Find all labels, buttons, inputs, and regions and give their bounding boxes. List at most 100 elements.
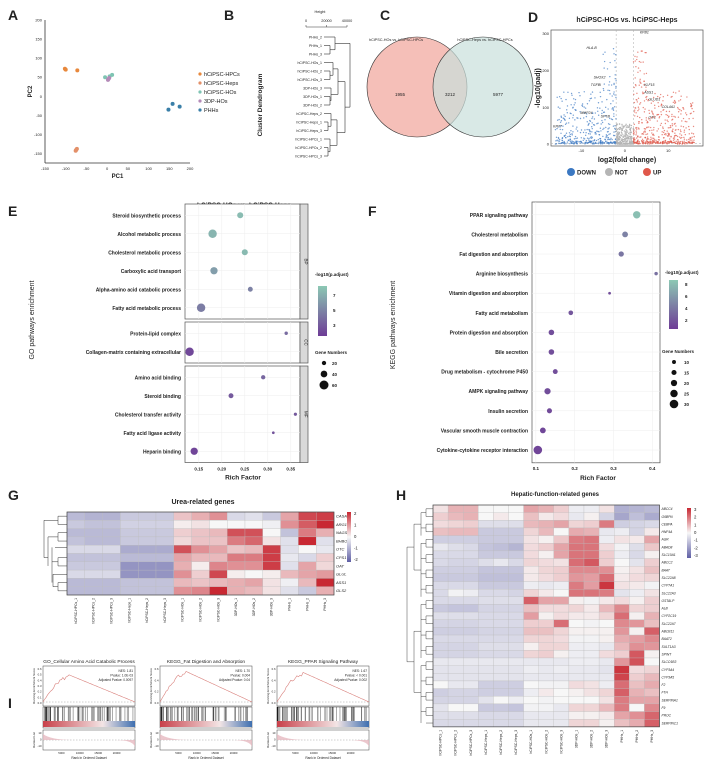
volcano-point	[561, 140, 564, 142]
volcano-point	[597, 122, 599, 124]
volcano-point	[653, 115, 655, 117]
size-legend-label: 60	[332, 383, 338, 388]
volcano-point	[674, 142, 677, 144]
y-tick-label: 0.4	[155, 678, 159, 682]
volcano-point	[665, 132, 667, 135]
y-tick-label: 0	[40, 738, 42, 742]
color-legend-tick: 2	[354, 511, 357, 516]
volcano-point	[653, 134, 655, 137]
volcano-point	[677, 116, 680, 118]
heatmap-cell	[629, 711, 645, 720]
heatmap-cell	[598, 619, 615, 628]
volcano-point	[601, 143, 604, 145]
color-legend-tick: 8	[685, 282, 688, 287]
volcano-point	[632, 61, 635, 63]
heatmap-cell	[598, 657, 615, 666]
heatmap-cell	[583, 665, 600, 674]
volcano-point	[691, 136, 693, 138]
volcano-point	[675, 140, 677, 142]
heatmap-cell	[280, 578, 299, 587]
volcano-point	[570, 112, 572, 115]
volcano-point	[689, 139, 691, 141]
heatmap-cell	[583, 596, 600, 605]
heatmap-cell	[644, 673, 660, 682]
heatmap-cell	[629, 604, 645, 613]
row-label: SLC22A8	[662, 576, 676, 580]
heatmap-cell	[262, 520, 281, 529]
term-label: Protein-lipid complex	[130, 331, 181, 337]
row-label: CASA	[336, 513, 347, 518]
volcano-point	[567, 91, 569, 93]
volcano-point	[614, 78, 616, 80]
heatmap-cell	[644, 596, 660, 605]
heatmap-cell	[84, 511, 103, 521]
panel-letter-I: I	[8, 695, 12, 711]
heatmap-cell	[432, 535, 449, 544]
heatmap-cell	[102, 536, 121, 546]
heatmap-cell	[463, 512, 479, 521]
volcano-point	[586, 121, 588, 123]
volcano-point	[651, 132, 653, 134]
x-tick-label: 0.3	[610, 466, 617, 471]
heatmap-cell	[568, 657, 585, 666]
heatmap-cell	[583, 611, 600, 620]
volcano-point	[613, 113, 615, 115]
y-tick-label: 200	[35, 18, 42, 23]
heatmap-cell	[244, 586, 263, 596]
heatmap-cell	[463, 611, 479, 620]
heatmap-cell	[447, 657, 464, 666]
volcano-point	[638, 60, 641, 63]
volcano-point	[641, 91, 644, 93]
running-score-line	[276, 671, 370, 703]
legend-label: DOWN	[577, 171, 596, 177]
heatmap-cell	[644, 680, 660, 689]
volcano-point	[590, 97, 593, 99]
color-legend-tick: 3	[694, 507, 697, 512]
heatmap-cell	[508, 543, 524, 552]
facet-label: MF	[304, 411, 309, 418]
volcano-point	[575, 109, 577, 111]
volcano-point	[624, 134, 627, 136]
volcano-point	[565, 122, 568, 124]
volcano-point	[636, 140, 639, 142]
heatmap-cell	[478, 543, 494, 552]
heatmap-cell	[316, 553, 335, 562]
leaf-label: hCiPSC-HOs_2	[297, 70, 322, 74]
volcano-point	[650, 102, 653, 104]
heatmap-cell	[583, 543, 600, 552]
volcano-point	[637, 106, 640, 108]
heatmap-cell	[598, 711, 615, 720]
pca-plot: -150 -100 -50 0 50 100 150 200200150100500-50-1…	[28, 18, 240, 181]
heatmap-cell	[583, 657, 600, 666]
volcano-point	[621, 133, 623, 135]
volcano-point	[644, 108, 646, 110]
volcano-point	[608, 133, 610, 136]
heatmap-cell	[102, 586, 121, 596]
heatmap-cell	[493, 650, 509, 659]
volcano-point	[629, 130, 632, 132]
volcano-point	[611, 108, 613, 110]
heatmap-cell	[447, 627, 464, 636]
heatmap-cell	[432, 520, 449, 529]
heatmap-cell	[614, 657, 630, 666]
heatmap-cell	[478, 512, 494, 521]
heatmap-cell	[478, 650, 494, 659]
heatmap-cell	[568, 703, 585, 712]
volcano-point	[614, 66, 616, 68]
volcano-point	[635, 99, 638, 101]
heatmap-cell	[447, 527, 464, 536]
volcano-point	[660, 111, 662, 113]
heatmap-cell	[523, 596, 539, 605]
column-label: hCiPSC-HPCs_2	[92, 598, 96, 624]
volcano-point	[646, 120, 649, 123]
volcano-point	[582, 142, 584, 144]
volcano-point	[605, 135, 608, 137]
volcano-point	[649, 119, 651, 121]
volcano-point	[619, 126, 622, 129]
volcano-point	[689, 112, 692, 115]
volcano-point	[679, 99, 682, 101]
volcano-point	[589, 120, 592, 122]
volcano-point	[629, 131, 632, 134]
y-axis-label: Ranked List	[149, 732, 153, 748]
heatmap-cell	[478, 642, 494, 651]
